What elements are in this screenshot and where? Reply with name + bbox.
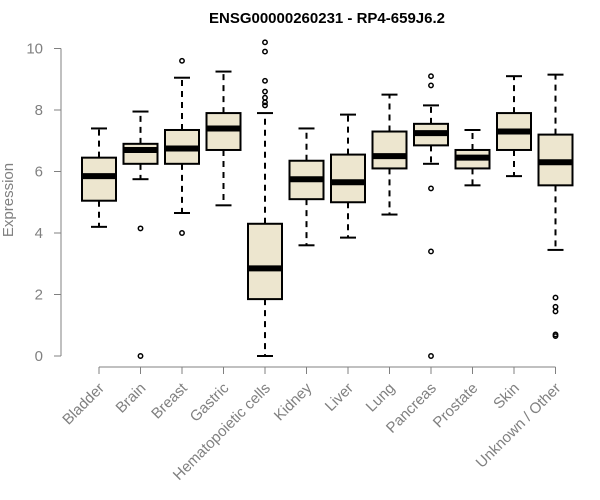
- box: [81, 156, 117, 202]
- outlier-point: [179, 230, 185, 236]
- outlier-point: [428, 82, 434, 89]
- outlier-point: [137, 225, 144, 232]
- box-group: [122, 110, 159, 359]
- box-group: [496, 75, 532, 178]
- boxes: [81, 39, 574, 359]
- outlier-point: [262, 99, 268, 106]
- x-tick-label: Skin: [490, 380, 523, 413]
- outlier-point: [262, 102, 268, 109]
- box-group: [288, 127, 325, 247]
- box: [122, 142, 159, 165]
- outlier-point: [179, 57, 185, 64]
- outlier-point: [552, 303, 559, 310]
- outlier-point: [262, 48, 268, 55]
- outlier-point: [552, 308, 559, 315]
- y-tick-label: 6: [35, 164, 43, 181]
- x-tick-label: Breast: [148, 379, 191, 422]
- y-tick-label: 8: [35, 102, 43, 119]
- x-tick-label: Kidney: [271, 379, 316, 424]
- y-tick-label: 2: [35, 287, 43, 304]
- outlier-point: [428, 248, 434, 255]
- outlier-point: [428, 353, 434, 359]
- outlier-point: [552, 294, 559, 301]
- box-group: [413, 73, 449, 359]
- box-group: [247, 39, 283, 357]
- y-tick-label: 10: [26, 41, 43, 58]
- x-tick-label: Bladder: [59, 380, 108, 429]
- outlier-point: [262, 88, 268, 95]
- box: [247, 222, 283, 301]
- box: [330, 153, 366, 204]
- box: [205, 112, 242, 151]
- outlier-point: [552, 333, 559, 339]
- outlier-point: [262, 39, 268, 46]
- box-group: [537, 73, 574, 339]
- box-group: [164, 57, 200, 236]
- x-tick-label: Brain: [113, 380, 150, 417]
- x-tick-label: Liver: [322, 380, 357, 415]
- outlier-point: [428, 185, 434, 192]
- box-group: [330, 113, 366, 239]
- chart-title: ENSG00000260231 - RP4-659J6.2: [209, 10, 445, 27]
- outlier-point: [262, 94, 268, 101]
- outlier-point: [137, 353, 144, 359]
- y-tick-label: 4: [35, 225, 43, 242]
- x-tick-label: Lung: [363, 380, 399, 416]
- box-group: [454, 128, 491, 187]
- x-tick-label: Prostate: [430, 380, 482, 432]
- outlier-point: [428, 73, 434, 80]
- box: [371, 130, 408, 170]
- y-axis: 0 2 4 6 8 10: [26, 41, 62, 365]
- box-group: [371, 93, 408, 216]
- box-group: [81, 127, 117, 228]
- outlier-point: [262, 77, 268, 84]
- y-tick-label: 0: [35, 348, 43, 365]
- y-axis-title: Expression: [0, 163, 17, 237]
- box-group: [205, 70, 242, 207]
